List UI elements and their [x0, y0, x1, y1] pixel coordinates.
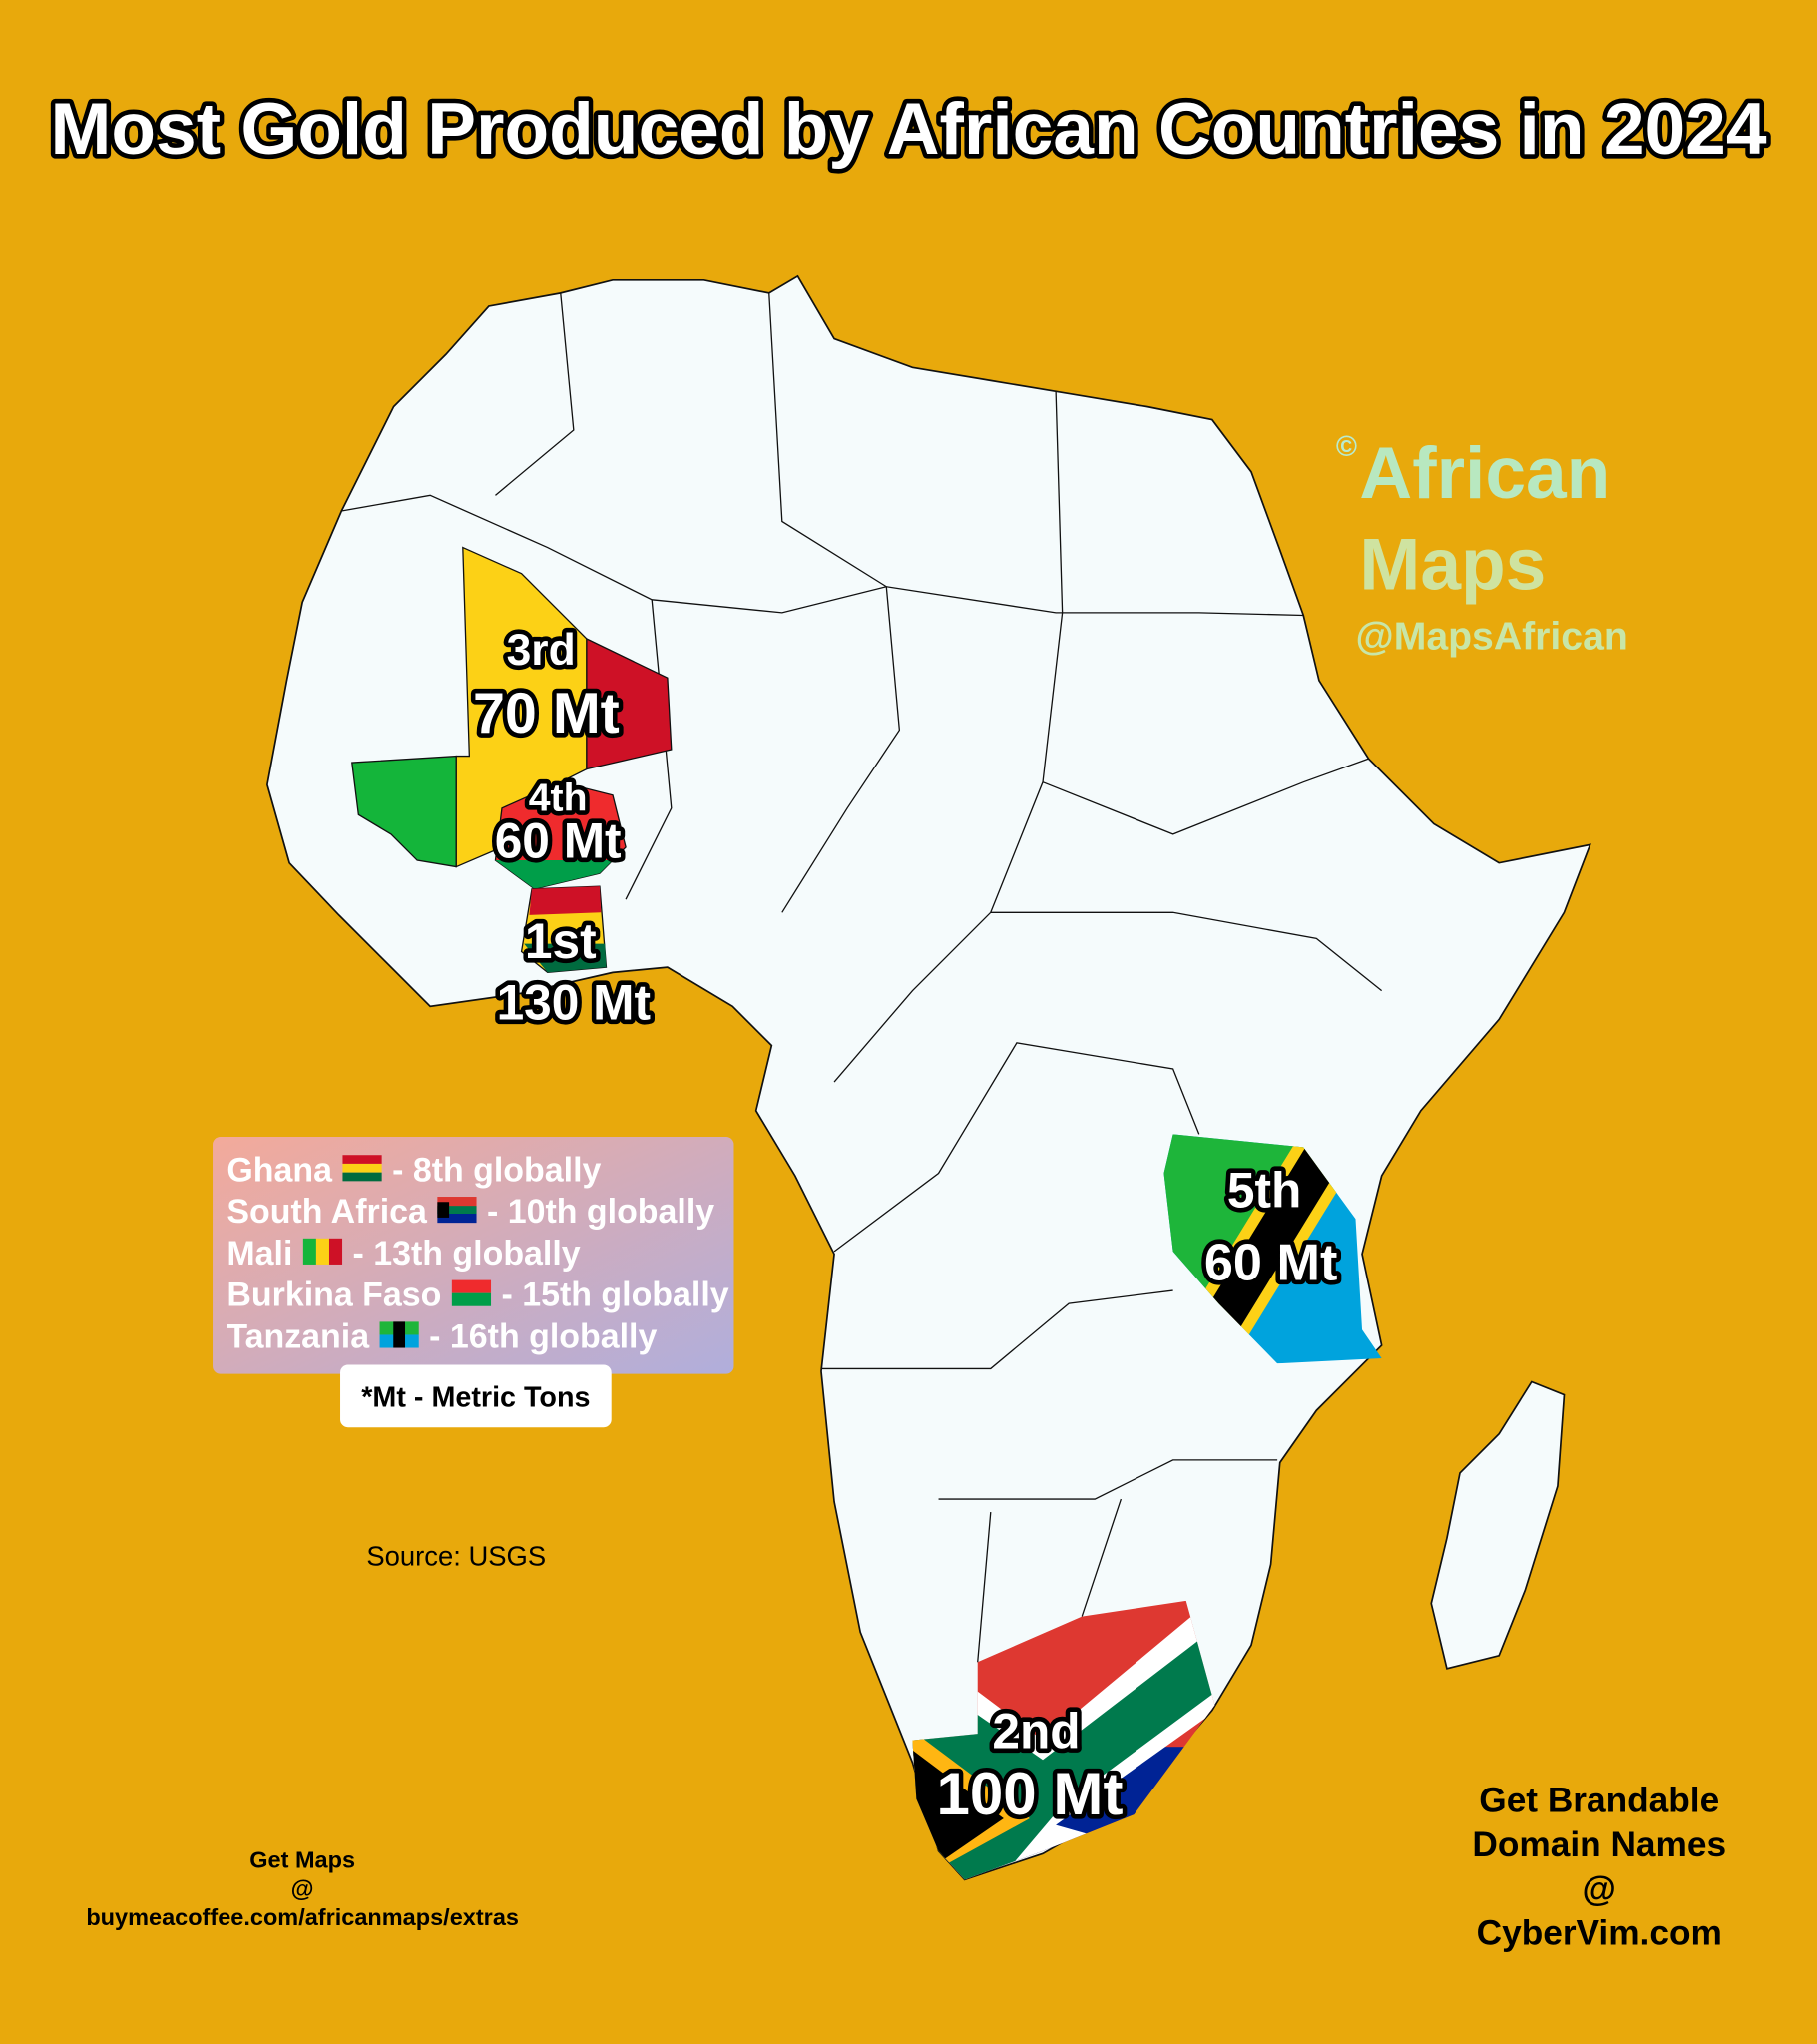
madagascar: [1430, 1380, 1566, 1670]
title: Most Gold Produced by African Countries …: [50, 89, 1766, 170]
flag-stripe: [437, 1206, 477, 1214]
legend-rank: - 10th globally: [487, 1193, 714, 1231]
legend-country: Mali: [227, 1235, 292, 1273]
promo-right: CyberVim.com: [1477, 1914, 1722, 1953]
flag-stripe: [451, 1279, 492, 1293]
promo-left: buymeacoffee.com/africanmaps/extras: [86, 1904, 519, 1930]
legend-flag: [342, 1155, 382, 1182]
legend-country: Burkina Faso: [227, 1277, 441, 1314]
source: Source: USGS: [366, 1541, 546, 1572]
note-box: [340, 1364, 612, 1428]
brand: Maps: [1359, 524, 1546, 605]
legend-box: [213, 1136, 734, 1374]
legend-flag: [451, 1279, 492, 1306]
flag-stripe: [451, 1292, 492, 1306]
handle: @MapsAfrican: [1356, 615, 1628, 658]
flag-stripe: [302, 1238, 316, 1265]
promo-right: @: [1583, 1869, 1616, 1908]
legend-country: Tanzania: [227, 1318, 370, 1356]
flag-stripe: [342, 1172, 382, 1182]
rank-label: 3rd: [507, 626, 576, 675]
amount-label: 100 Mt: [936, 1761, 1123, 1827]
rank-label: 4th: [529, 776, 588, 819]
mali: [351, 546, 673, 868]
legend-flag: [379, 1321, 419, 1348]
rank-label: 2nd: [992, 1704, 1080, 1760]
legend-flag: [437, 1197, 477, 1224]
promo-right: Domain Names: [1472, 1825, 1726, 1864]
copyright: ©: [1336, 431, 1357, 463]
rank-label: 1st: [525, 913, 597, 969]
legend-rank: - 16th globally: [429, 1318, 657, 1356]
legend-rank: - 8th globally: [392, 1151, 601, 1189]
promo-right: Get Brandable: [1479, 1782, 1719, 1820]
flag-stripe: [328, 1238, 343, 1265]
flag-stripe: [315, 1238, 329, 1265]
flag-stripe: [393, 1321, 406, 1348]
legend-country: Ghana: [227, 1151, 333, 1189]
rank-label: 5th: [1227, 1162, 1301, 1218]
ghana: [520, 885, 608, 974]
legend-flag: [302, 1238, 343, 1265]
burkina-faso: [494, 780, 627, 890]
watermark: © African Maps @MapsAfrican: [1336, 431, 1628, 658]
amount-label: 130 Mt: [497, 974, 651, 1030]
flag-stripe: [342, 1163, 382, 1173]
amount-label: 60 Mt: [495, 812, 622, 868]
legend-rank: - 15th globally: [501, 1277, 728, 1314]
note: *Mt - Metric Tons: [361, 1381, 590, 1413]
amount-label: 60 Mt: [1204, 1235, 1338, 1292]
africa: [266, 274, 1591, 1881]
flag-stripe: [342, 1155, 382, 1164]
brand: African: [1359, 433, 1610, 514]
legend-country: South Africa: [227, 1193, 428, 1231]
legend-rank: - 13th globally: [352, 1235, 580, 1273]
promo-left: Get Maps: [249, 1847, 355, 1873]
amount-label: 70 Mt: [473, 682, 620, 746]
flag-stripe: [437, 1202, 450, 1218]
borders: [341, 292, 1383, 1663]
promo-left: @: [291, 1875, 314, 1901]
